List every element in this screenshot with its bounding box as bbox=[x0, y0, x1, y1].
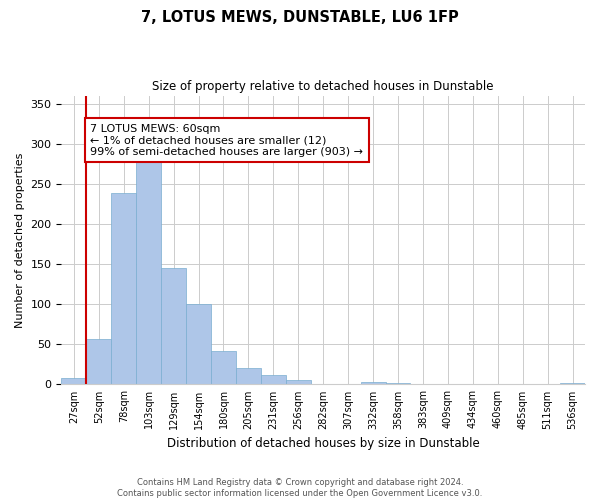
Bar bbox=[86, 338, 111, 384]
Bar bbox=[61, 378, 86, 384]
Text: 7 LOTUS MEWS: 60sqm
← 1% of detached houses are smaller (12)
99% of semi-detache: 7 LOTUS MEWS: 60sqm ← 1% of detached hou… bbox=[90, 124, 363, 157]
Text: 7, LOTUS MEWS, DUNSTABLE, LU6 1FP: 7, LOTUS MEWS, DUNSTABLE, LU6 1FP bbox=[141, 10, 459, 25]
Bar bbox=[161, 268, 186, 384]
X-axis label: Distribution of detached houses by size in Dunstable: Distribution of detached houses by size … bbox=[167, 437, 479, 450]
Y-axis label: Number of detached properties: Number of detached properties bbox=[15, 152, 25, 328]
Bar bbox=[560, 383, 585, 384]
Bar bbox=[386, 383, 410, 384]
Bar bbox=[361, 382, 386, 384]
Bar bbox=[186, 304, 211, 384]
Bar bbox=[136, 152, 161, 384]
Bar bbox=[261, 375, 286, 384]
Title: Size of property relative to detached houses in Dunstable: Size of property relative to detached ho… bbox=[152, 80, 494, 93]
Bar bbox=[211, 350, 236, 384]
Text: Contains HM Land Registry data © Crown copyright and database right 2024.
Contai: Contains HM Land Registry data © Crown c… bbox=[118, 478, 482, 498]
Bar bbox=[286, 380, 311, 384]
Bar bbox=[236, 368, 261, 384]
Bar bbox=[111, 194, 136, 384]
